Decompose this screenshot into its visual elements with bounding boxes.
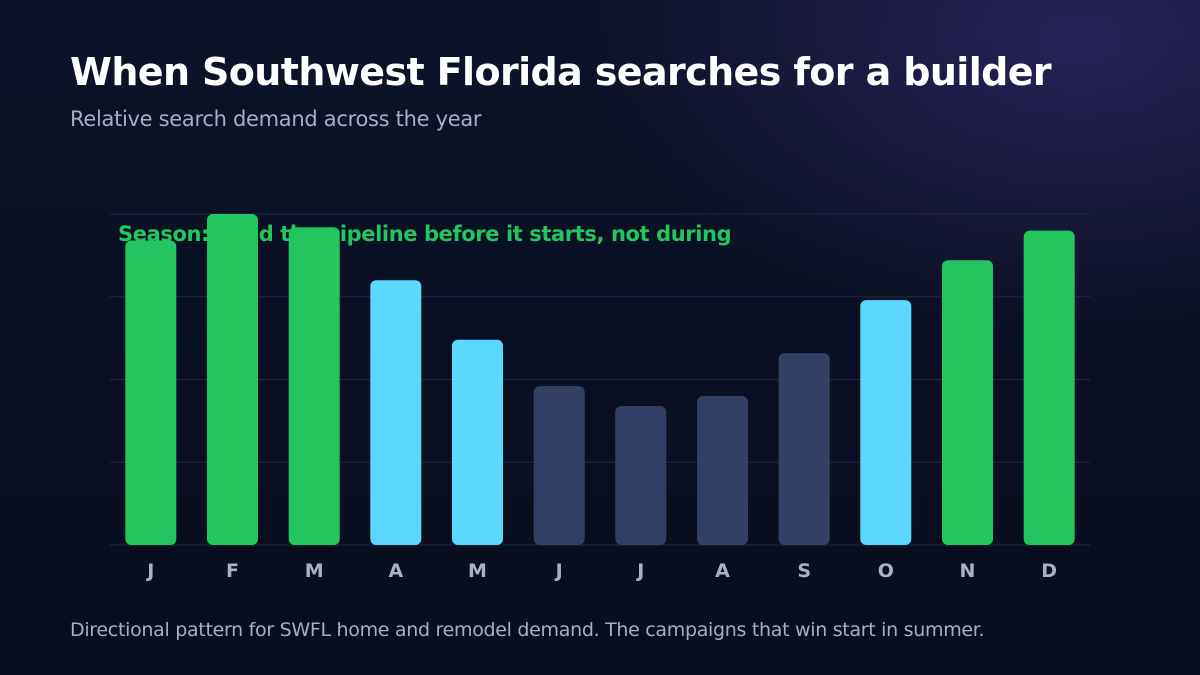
x-tick-label: J (635, 560, 644, 582)
bar (125, 240, 177, 545)
chart-subtitle: Relative search demand across the year (70, 107, 482, 131)
x-tick-label: J (145, 560, 154, 582)
x-tick-label: M (305, 560, 324, 582)
x-tick-label: O (878, 560, 894, 582)
x-tick-label: J (554, 560, 563, 582)
x-tick-label: A (715, 560, 730, 582)
bar (207, 214, 258, 545)
x-tick-label: M (468, 560, 487, 582)
x-tick-label: F (226, 560, 239, 582)
bar (860, 300, 912, 545)
x-tick-label: A (388, 560, 403, 582)
gridlines (110, 213, 1090, 546)
x-tick-label: N (960, 560, 976, 582)
season-annotation: Season: build the pipeline before it sta… (118, 222, 731, 246)
x-tick-label: S (797, 560, 811, 582)
bar (533, 386, 585, 545)
bar (697, 396, 748, 545)
chart-title: When Southwest Florida searches for a bu… (70, 50, 1052, 94)
bar (778, 353, 830, 545)
bar (1023, 230, 1075, 545)
bar (942, 260, 993, 545)
bar (452, 339, 503, 545)
x-tick-label: D (1041, 560, 1057, 582)
footnote: Directional pattern for SWFL home and re… (70, 619, 985, 641)
bar (288, 227, 340, 545)
bars (125, 214, 1075, 545)
bar (370, 280, 422, 545)
bar (615, 406, 667, 545)
